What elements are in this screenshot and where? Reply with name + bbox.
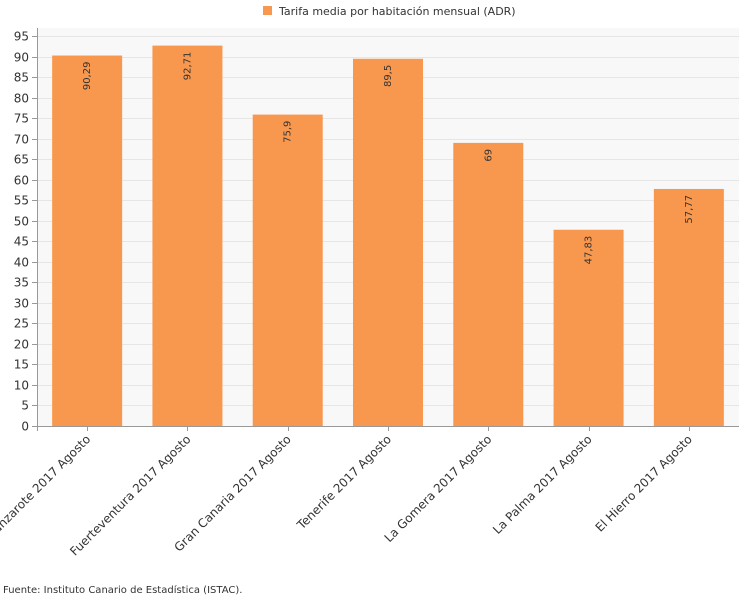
data-label: 47,83: [584, 236, 595, 265]
y-tick-label: 60: [14, 174, 29, 188]
y-tick-label: 85: [14, 71, 29, 85]
y-tick-label: 40: [14, 256, 29, 270]
data-label: 89,5: [383, 65, 394, 87]
x-category-label: La Gomera 2017 Agosto: [382, 432, 495, 545]
y-tick-label: 15: [14, 358, 29, 372]
data-label: 69: [483, 149, 494, 162]
data-label: 57,77: [684, 195, 695, 224]
x-category-label: Tenerife 2017 Agosto: [294, 432, 395, 533]
y-tick-label: 95: [14, 30, 29, 44]
legend-label: Tarifa media por habitación mensual (ADR…: [278, 5, 516, 18]
source-note: Fuente: Instituto Canario de Estadística…: [3, 585, 243, 596]
bar[interactable]: [353, 58, 423, 427]
x-category-label: Gran Canaria 2017 Agosto: [172, 432, 294, 554]
legend[interactable]: Tarifa media por habitación mensual (ADR…: [263, 5, 516, 18]
bar[interactable]: [653, 188, 724, 426]
y-tick-label: 30: [14, 297, 29, 311]
x-category-label: La Palma 2017 Agosto: [490, 432, 595, 537]
y-tick-label: 80: [14, 92, 29, 106]
y-tick-label: 20: [14, 338, 29, 352]
x-category-label: Lanzarote 2017 Agosto: [0, 432, 93, 540]
data-label: 90,29: [82, 62, 93, 91]
bar[interactable]: [152, 45, 223, 427]
y-tick-label: 10: [14, 379, 29, 393]
y-tick-label: 45: [14, 235, 29, 249]
y-tick-label: 65: [14, 153, 29, 167]
y-tick-label: 70: [14, 133, 29, 147]
plot-area: 0 5 10 15 20 25 30 35 40 45 50 55 60 65 70 75 80 85 90 95 90…: [0, 28, 739, 558]
y-tick-label: 0: [21, 420, 29, 434]
y-tick-label: 25: [14, 317, 29, 331]
bar[interactable]: [52, 55, 123, 427]
y-tick-label: 55: [14, 194, 29, 208]
bar[interactable]: [553, 229, 624, 426]
bar[interactable]: [453, 142, 524, 426]
data-label: 92,71: [182, 52, 193, 81]
y-tick-label: 90: [14, 51, 29, 65]
bar[interactable]: [252, 114, 323, 426]
x-category-label: El Hierro 2017 Agosto: [593, 432, 695, 534]
legend-swatch: [263, 6, 272, 15]
bar-chart: Tarifa media por habitación mensual (ADR…: [0, 5, 739, 558]
y-tick-label: 50: [14, 215, 29, 229]
y-tick-label: 5: [21, 399, 29, 413]
y-tick-label: 75: [14, 112, 29, 126]
data-label: 75,9: [283, 121, 294, 143]
y-tick-label: 35: [14, 276, 29, 290]
x-category-label: Fuerteventura 2017 Agosto: [67, 432, 193, 558]
